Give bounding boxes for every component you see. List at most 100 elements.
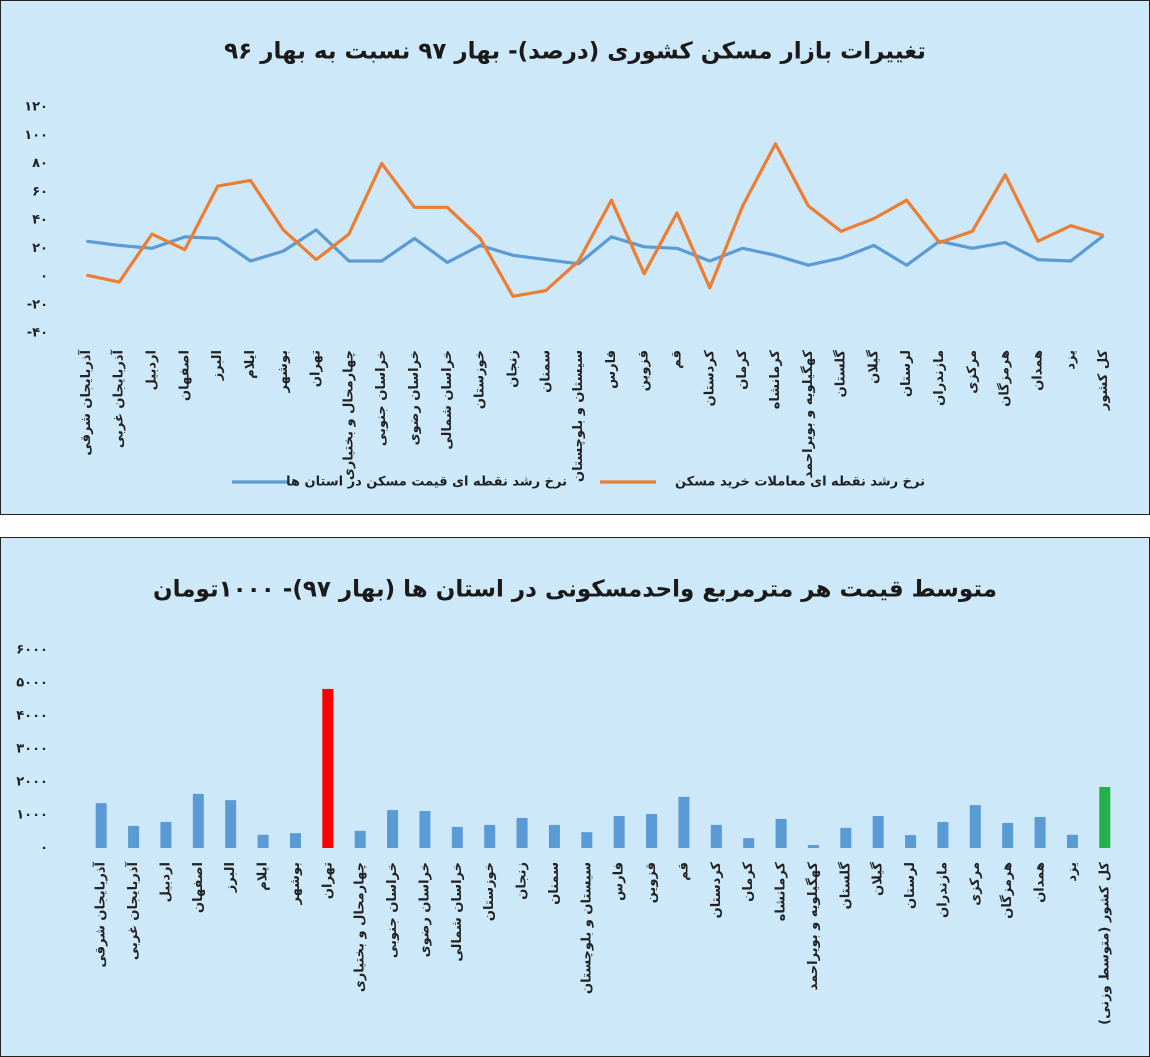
- x-tick-label: مرکزی: [965, 350, 980, 394]
- bar: [322, 688, 334, 848]
- x-tick-label: هرمزگان: [997, 350, 1013, 407]
- x-tick-label: کردستان: [709, 862, 724, 919]
- bar: [451, 826, 463, 848]
- x-tick-label: زنجان: [515, 862, 530, 900]
- x-tick-label: یزد: [1065, 862, 1080, 882]
- x-tick-label: ایلام: [243, 350, 258, 379]
- bar: [354, 830, 366, 848]
- x-tick-label: آذربایجان شرقی: [77, 349, 94, 455]
- x-tick-label: تهران: [320, 862, 335, 899]
- x-tick-label: لرستان: [899, 350, 914, 397]
- bar: [872, 815, 884, 848]
- x-tick-label: گلستان: [837, 862, 853, 910]
- y-tick-label: ۱۰۰۰: [16, 808, 48, 823]
- x-tick-label: کل کشور (متوسط وزنی): [1097, 862, 1112, 1025]
- x-tick-label: چهارمحال و بختیاری: [353, 862, 368, 992]
- x-tick-label: کل کشور: [1096, 350, 1111, 412]
- legend-label: نرخ رشد نقطه ای قیمت مسکن در استان ها: [286, 475, 567, 490]
- line-series: [86, 142, 1105, 298]
- y-tick-label: ۶۰۰۰: [16, 643, 48, 658]
- x-tick-label: یزد: [1063, 350, 1078, 370]
- x-tick-label: گیلان: [865, 350, 881, 384]
- bar: [95, 803, 107, 848]
- bar: [937, 821, 949, 848]
- bar: [289, 833, 301, 848]
- x-tick-label: خراسان رضوی: [407, 350, 422, 445]
- bar: [387, 810, 399, 848]
- bar: [1066, 834, 1078, 848]
- x-tick-label: خراسان شمالی: [440, 350, 455, 450]
- x-tick-label: اردبیل: [145, 350, 160, 390]
- x-tick-label: کرمانشاه: [774, 862, 789, 922]
- y-tick-label: ۱۰۰: [24, 128, 48, 143]
- x-tick-label: کهگیلویه و بویراحمد: [800, 350, 816, 479]
- bar: [128, 825, 140, 848]
- x-tick-label: ایلام: [256, 862, 271, 891]
- x-tick-label: اصفهان: [177, 350, 192, 401]
- x-tick-label: بوشهر: [276, 350, 291, 394]
- x-tick-label: اصفهان: [191, 862, 206, 913]
- bar: [710, 824, 722, 848]
- chart-title: تغییرات بازار مسکن کشوری (درصد)- بهار ۹۷…: [224, 39, 926, 65]
- x-tick-label: خراسان جنوبی: [385, 862, 400, 958]
- bar: [1034, 816, 1046, 848]
- bar: [192, 793, 204, 848]
- y-tick-label: ۴۰: [32, 213, 48, 228]
- panel-background: [0, 0, 1150, 515]
- y-tick-label: ۲۰۰۰: [16, 775, 48, 790]
- x-tick-label: همدان: [1033, 862, 1048, 903]
- y-tick-label: ۰: [40, 841, 48, 856]
- x-tick-label: قزوین: [644, 862, 659, 903]
- x-tick-label: خوزستان: [482, 862, 497, 921]
- line-series: [86, 228, 1105, 267]
- x-tick-label: سمنان: [547, 862, 562, 905]
- panel-background: [0, 537, 1150, 1057]
- bar: [807, 845, 819, 848]
- bar: [548, 824, 560, 848]
- y-tick-label: ۰: [40, 269, 48, 284]
- x-tick-label: فارس: [612, 862, 627, 901]
- bar: [419, 811, 431, 848]
- x-tick-label: زنجان: [505, 350, 520, 388]
- x-tick-label: کرمان: [741, 862, 756, 902]
- x-tick-label: قزوین: [637, 350, 652, 391]
- x-tick-label: البرز: [223, 862, 238, 893]
- bar: [743, 838, 755, 848]
- x-tick-label: کهگیلویه و بویراحمد: [805, 862, 821, 991]
- x-tick-label: خراسان جنوبی: [374, 350, 389, 446]
- x-tick-label: سیستان و بلوچستان: [571, 350, 586, 482]
- x-tick-label: فارس: [604, 350, 619, 389]
- bar: [160, 821, 172, 848]
- x-tick-label: آذربایجان غربی: [110, 349, 127, 448]
- y-tick-label: ۱۲۰: [24, 100, 48, 115]
- bar: [225, 800, 237, 848]
- bar: [678, 796, 690, 848]
- x-tick-label: کرمانشاه: [768, 350, 783, 410]
- y-tick-label: ۳۰۰۰: [16, 742, 48, 757]
- x-tick-label: خوزستان: [473, 350, 488, 409]
- x-tick-label: همدان: [1030, 350, 1045, 391]
- x-tick-label: خراسان شمالی: [450, 862, 465, 962]
- bar: [905, 835, 917, 848]
- legend-label: نرخ رشد نقطه ای معاملات خرید مسکن: [675, 475, 925, 490]
- x-tick-label: خراسان رضوی: [417, 862, 432, 957]
- x-tick-label: لرستان: [903, 862, 918, 909]
- bar: [775, 818, 787, 848]
- bar: [257, 834, 269, 848]
- x-tick-label: سیستان و بلوچستان: [579, 862, 594, 994]
- bar: [1002, 822, 1014, 848]
- bar: [1099, 786, 1111, 848]
- bar: [969, 805, 981, 848]
- x-tick-label: قم: [676, 862, 691, 881]
- y-tick-label: -۲۰: [27, 297, 48, 312]
- x-tick-label: مازندران: [935, 862, 950, 918]
- x-tick-label: سمنان: [538, 350, 553, 393]
- y-tick-label: ۴۰۰۰: [16, 709, 48, 724]
- x-tick-label: مرکزی: [968, 862, 983, 906]
- x-tick-label: بوشهر: [288, 862, 303, 906]
- x-tick-label: البرز: [210, 350, 225, 381]
- y-tick-label: ۵۰۰۰: [16, 676, 48, 691]
- x-tick-label: چهارمحال و بختیاری: [341, 350, 356, 480]
